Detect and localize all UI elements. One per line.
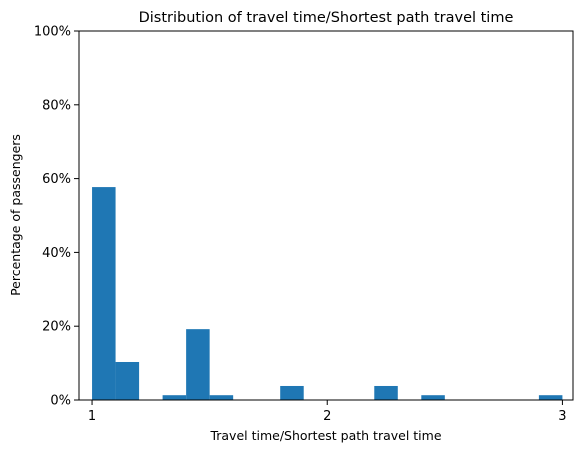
- histogram-bar: [92, 187, 116, 400]
- x-axis-label: Travel time/Shortest path travel time: [209, 428, 441, 443]
- histogram-bar: [162, 395, 187, 400]
- x-tick-label: 2: [323, 409, 331, 424]
- plot-frame: [78, 30, 574, 401]
- y-axis-ticks: 0% 20% 40% 60% 80% 100%: [34, 25, 79, 409]
- y-tick-label: 60%: [42, 172, 71, 187]
- y-tick-label: 40%: [42, 246, 71, 261]
- x-axis-ticks: 1 2 3: [88, 400, 567, 424]
- y-tick-label: 80%: [42, 98, 71, 113]
- bars-group: [92, 187, 563, 400]
- y-tick-label: 0%: [50, 394, 71, 409]
- x-tick-label: 1: [88, 409, 96, 424]
- x-tick-label: 3: [558, 409, 566, 424]
- histogram-bar: [115, 361, 140, 400]
- chart-title: Distribution of travel time/Shortest pat…: [139, 10, 514, 26]
- histogram-bar: [186, 329, 210, 400]
- histogram-bar: [374, 385, 398, 400]
- histogram-bar: [209, 395, 234, 400]
- y-axis-label: Percentage of passengers: [8, 134, 23, 296]
- histogram-bar: [280, 385, 304, 400]
- histogram-bar: [421, 395, 445, 400]
- histogram-bar: [538, 395, 563, 400]
- y-tick-label: 20%: [42, 320, 71, 335]
- y-tick-label: 100%: [34, 25, 71, 40]
